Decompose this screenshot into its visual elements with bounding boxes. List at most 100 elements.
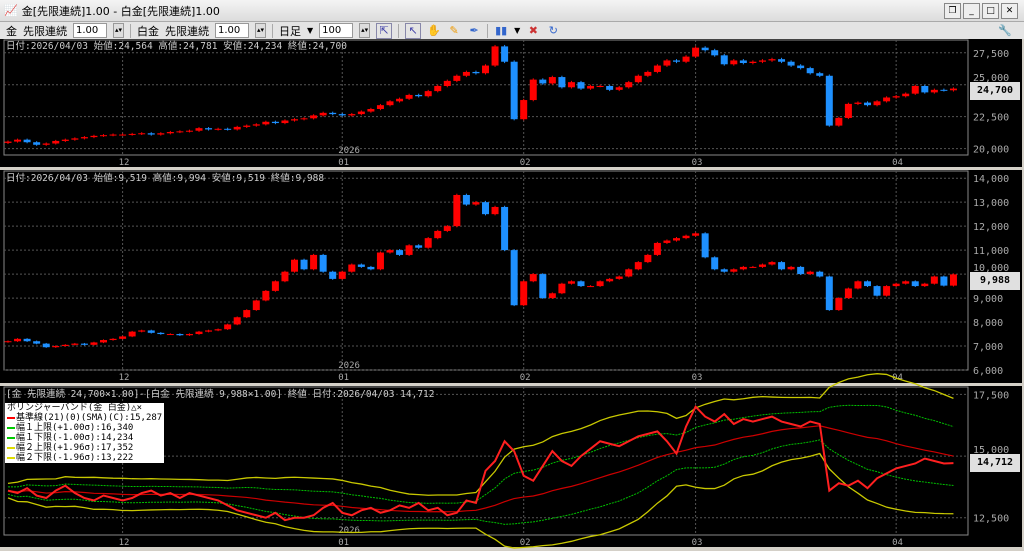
candle <box>233 126 241 130</box>
candle <box>80 137 88 139</box>
candle <box>443 226 451 231</box>
candle <box>472 71 480 74</box>
multiplier2-input[interactable]: 1.00 <box>215 23 249 38</box>
candle <box>673 238 680 241</box>
plot-border <box>3 39 969 156</box>
y-tick-label: 6,000 <box>973 366 1003 377</box>
candle <box>357 111 365 115</box>
platinum-last-price: 9,988 <box>970 272 1020 290</box>
candle <box>758 60 766 62</box>
candle <box>625 269 633 277</box>
legend-label: 幅１上限(+1.00σ):16,340 <box>16 423 134 433</box>
x-tick-label: 02 <box>520 373 531 383</box>
symbol2-label[interactable]: 白金 <box>137 24 159 38</box>
delete-drawing-icon[interactable]: ✖ <box>528 23 538 37</box>
y-tick-label: 12,500 <box>973 514 1009 525</box>
y-tick-label: 9,000 <box>973 294 1003 305</box>
y-tick-label: 8,000 <box>973 318 1003 329</box>
indicator-icon[interactable]: ▮▮ <box>495 23 508 37</box>
candle <box>768 59 776 61</box>
period-dropdown[interactable]: 日足 <box>279 24 301 38</box>
candle <box>720 55 728 65</box>
candle <box>453 75 461 81</box>
x-tick-label: 12 <box>119 158 130 168</box>
candle <box>825 276 833 311</box>
candle <box>730 269 738 272</box>
refresh-icon[interactable]: ↻ <box>548 23 558 37</box>
hand-icon[interactable]: ✋ <box>427 23 441 37</box>
candle <box>338 271 346 279</box>
candle <box>319 112 327 116</box>
candle <box>787 61 795 66</box>
candle <box>348 114 356 116</box>
pointer-icon[interactable]: ↖ <box>405 22 422 39</box>
candle <box>940 89 948 91</box>
divider <box>130 23 131 38</box>
candle <box>692 233 700 236</box>
candle <box>224 324 232 330</box>
minimize-button[interactable]: _ <box>963 3 980 19</box>
divider <box>398 23 400 38</box>
pencil-icon[interactable]: ✎ <box>449 23 459 37</box>
candle <box>386 250 394 253</box>
settings-wrench-icon[interactable]: 🔧 <box>998 24 1012 37</box>
candle <box>892 96 900 98</box>
candle <box>271 281 279 291</box>
candle <box>233 317 241 325</box>
spread-header: [金 先限連続 24,700×1.00]-[白金 先限連続 9,988×1.00… <box>6 389 435 400</box>
candle <box>663 60 671 66</box>
bollinger-legend[interactable]: ボリンジャーバンド(金 白金)△× 基準線(21)(0)(SMA)(C):15,… <box>5 403 165 463</box>
contract1-label[interactable]: 先限連続 <box>23 24 67 38</box>
contract2-label[interactable]: 先限連続 <box>165 24 209 38</box>
candle <box>873 286 881 296</box>
y-tick-label: 11,000 <box>973 246 1009 257</box>
divider <box>487 23 489 38</box>
candle <box>90 342 98 345</box>
candle <box>100 135 107 137</box>
legend-label: 幅２下限(-1.96σ):13,222 <box>16 453 134 463</box>
pane-background <box>0 386 1022 547</box>
multiplier2-spinner[interactable]: ▴▾ <box>255 23 266 38</box>
candle <box>844 103 852 118</box>
candle <box>176 334 184 336</box>
candle <box>653 242 661 255</box>
bollinger-lower-1sigma <box>7 439 954 525</box>
candle <box>434 230 442 239</box>
symbol1-label[interactable]: 金 <box>6 24 17 38</box>
restore-windows-icon[interactable]: ❐ <box>944 3 961 19</box>
legend-item: 幅１下限(-1.00σ):14,234 <box>7 433 162 443</box>
candle <box>329 112 337 115</box>
candle <box>42 143 50 145</box>
crosshair-icon[interactable]: ⇱ <box>376 22 393 39</box>
candle <box>606 278 614 282</box>
count-input[interactable]: 100 <box>319 23 354 38</box>
candle <box>71 343 79 345</box>
year-label: 2026 <box>338 361 360 371</box>
candle <box>797 266 805 275</box>
candle <box>816 271 824 277</box>
chevron-down-icon[interactable]: ▼ <box>514 26 521 35</box>
candle <box>52 346 60 348</box>
multiplier1-input[interactable]: 1.00 <box>73 23 107 38</box>
candle <box>300 259 308 270</box>
candle <box>864 281 871 287</box>
legend-item: 幅２上限(+1.96σ):17,352 <box>7 443 162 453</box>
candle <box>224 128 232 130</box>
candle <box>883 97 891 102</box>
candle <box>797 65 805 69</box>
candle <box>596 86 604 87</box>
candle <box>778 262 786 270</box>
chevron-down-icon[interactable]: ▼ <box>307 26 314 35</box>
candle <box>844 288 852 299</box>
candle <box>348 264 356 272</box>
candle <box>176 131 184 133</box>
candle <box>787 266 795 270</box>
maximize-button[interactable]: □ <box>982 3 999 19</box>
multiplier1-spinner[interactable]: ▴▾ <box>113 23 124 38</box>
x-tick-label: 01 <box>338 373 349 383</box>
pen-icon[interactable]: ✒ <box>469 23 479 37</box>
candle <box>558 77 566 88</box>
count-spinner[interactable]: ▴▾ <box>359 23 371 38</box>
close-button[interactable]: ✕ <box>1001 3 1018 19</box>
